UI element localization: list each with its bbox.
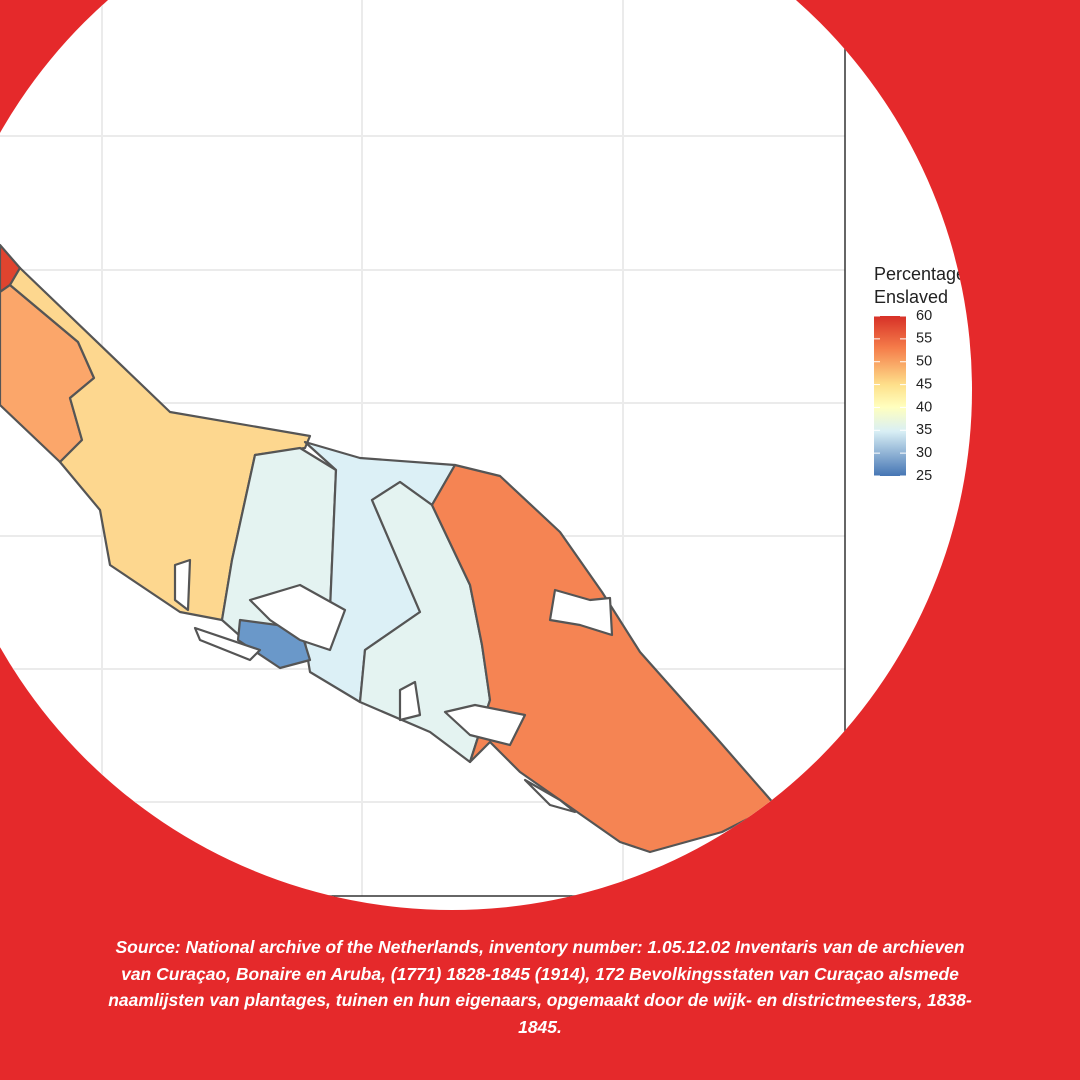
districts <box>0 243 777 854</box>
color-bar <box>874 316 906 476</box>
bay <box>248 583 347 652</box>
bay <box>398 680 422 722</box>
legend-title: Enslaved <box>874 287 948 307</box>
bay <box>173 558 192 612</box>
circle-frame <box>0 0 972 910</box>
legend-tick-label: 40 <box>916 399 932 415</box>
map-panel: Percentage Enslaved 60 55 50 45 40 35 30 25 <box>0 0 966 897</box>
district <box>430 463 777 854</box>
bay <box>193 626 262 662</box>
legend-tick-label: 30 <box>916 445 932 461</box>
legend-tick-label: 25 <box>916 468 932 484</box>
legend-tick-label: 60 <box>916 308 932 324</box>
district <box>8 266 312 622</box>
legend-tick-label: 35 <box>916 422 932 438</box>
legend-tick-label: 55 <box>916 331 932 347</box>
legend-tick-label: 45 <box>916 376 932 392</box>
bay <box>443 703 527 747</box>
legend-tick-label: 50 <box>916 354 932 370</box>
legend-title: Percentage <box>874 264 966 284</box>
source-note: Source: National archive of the Netherla… <box>108 937 972 1037</box>
legend: Percentage Enslaved 60 55 50 45 40 35 30 25 <box>874 264 966 484</box>
bay <box>548 588 614 637</box>
bay <box>523 778 577 814</box>
